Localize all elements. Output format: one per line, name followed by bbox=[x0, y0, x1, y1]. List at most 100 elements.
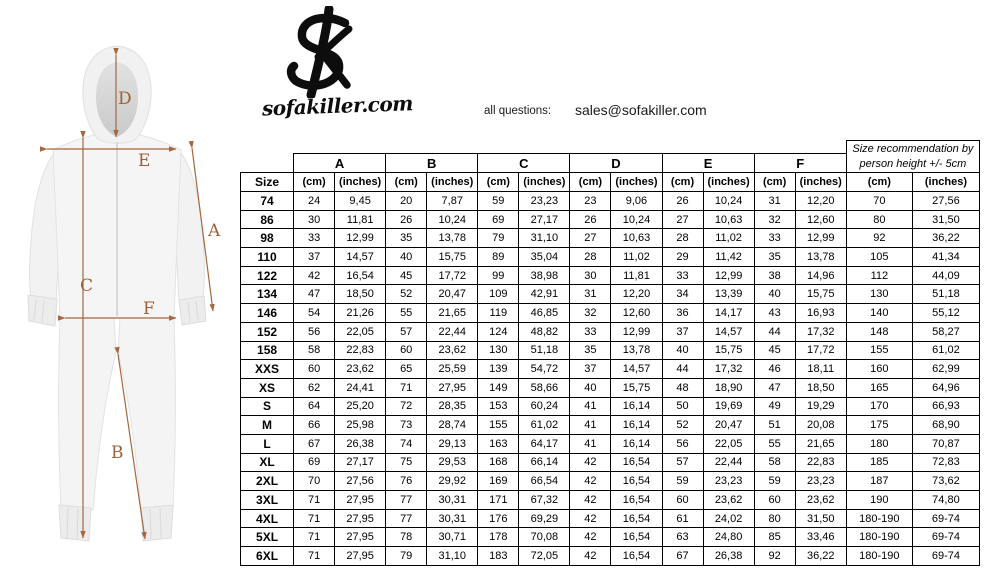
value-cell: 18,11 bbox=[794, 359, 847, 379]
contact-email-link[interactable]: sales@sofakiller.com bbox=[575, 102, 707, 118]
value-cell: 30,71 bbox=[426, 527, 479, 548]
measure-label-A: A bbox=[207, 221, 221, 241]
column-group-F: F bbox=[753, 153, 847, 173]
table-row: XS 62 24,41 71 27,95 149 58,66 40 15,75 48 18,90 47… bbox=[239, 377, 981, 398]
value-cell: 30 bbox=[293, 209, 336, 230]
value-cell: 23,62 bbox=[426, 340, 479, 361]
value-cell: 31 bbox=[569, 284, 612, 305]
table-row: L 67 26,38 74 29,13 163 64,17 41 16,14 56 22,05 55 2… bbox=[239, 433, 981, 454]
value-cell: 10,24 bbox=[610, 209, 663, 230]
value-cell: 176 bbox=[477, 508, 520, 529]
value-cell: 65 bbox=[385, 359, 428, 379]
value-cell: 24,41 bbox=[334, 377, 387, 398]
value-cell: 20,47 bbox=[426, 284, 479, 305]
value-cell: 12,99 bbox=[702, 265, 755, 286]
value-cell: 16,54 bbox=[610, 546, 663, 566]
value-cell: 69-74 bbox=[911, 508, 981, 529]
value-cell: 37 bbox=[661, 321, 704, 342]
value-cell: 17,72 bbox=[794, 340, 847, 361]
value-cell: 27,17 bbox=[334, 452, 387, 473]
value-cell: 60,24 bbox=[518, 396, 571, 417]
value-cell: 169 bbox=[477, 471, 520, 491]
value-cell: 54,72 bbox=[518, 359, 571, 379]
value-cell: 28,74 bbox=[426, 415, 479, 435]
unit-inches-header: (inches) bbox=[702, 172, 755, 192]
value-cell: 9,06 bbox=[610, 191, 663, 211]
value-cell: 85 bbox=[753, 527, 796, 548]
table-row: XL 69 27,17 75 29,53 168 66,14 42 16,54 57 22,44 58… bbox=[239, 452, 981, 473]
value-cell: 36,22 bbox=[794, 546, 847, 566]
value-cell: 27,95 bbox=[334, 490, 387, 510]
measure-label-F: F bbox=[143, 299, 155, 319]
value-cell: 11,81 bbox=[334, 209, 387, 230]
table-row: 134 47 18,50 52 20,47 109 42,91 31 12,20 34 13,39 4… bbox=[239, 284, 981, 305]
table-row: 5XL 71 27,95 78 30,71 178 70,08 42 16,54 63 24,80 8… bbox=[239, 527, 981, 548]
value-cell: 11,02 bbox=[610, 247, 663, 267]
value-cell: 22,44 bbox=[702, 452, 755, 473]
value-cell: 9,45 bbox=[334, 191, 387, 211]
value-cell: 21,65 bbox=[794, 433, 847, 454]
value-cell: 31,50 bbox=[794, 508, 847, 529]
value-cell: 66,93 bbox=[911, 396, 981, 417]
value-cell: 63 bbox=[661, 527, 704, 548]
value-cell: 72 bbox=[385, 396, 428, 417]
value-cell: 16,54 bbox=[610, 527, 663, 548]
value-cell: 55 bbox=[385, 303, 428, 323]
value-cell: 18,90 bbox=[702, 377, 755, 398]
value-cell: 29,92 bbox=[426, 471, 479, 491]
value-cell: 42,91 bbox=[518, 284, 571, 305]
value-cell: 32 bbox=[753, 209, 796, 230]
unit-inches-header: (inches) bbox=[911, 172, 981, 192]
value-cell: 163 bbox=[477, 433, 520, 454]
table-row: 6XL 71 27,95 79 31,10 183 72,05 42 16,54 67 26,38 9… bbox=[239, 546, 981, 566]
value-cell: 46,85 bbox=[518, 303, 571, 323]
value-cell: 26,38 bbox=[334, 433, 387, 454]
value-cell: 47 bbox=[293, 284, 336, 305]
measure-label-C: C bbox=[80, 276, 93, 296]
value-cell: 14,57 bbox=[702, 321, 755, 342]
value-cell: 59 bbox=[661, 471, 704, 491]
unit-inches-header: (inches) bbox=[426, 172, 479, 192]
value-cell: 52 bbox=[385, 284, 428, 305]
value-cell: 42 bbox=[569, 508, 612, 529]
value-cell: 149 bbox=[477, 377, 520, 398]
value-cell: 41 bbox=[569, 415, 612, 435]
value-cell: 18,50 bbox=[794, 377, 847, 398]
value-cell: 73,62 bbox=[911, 471, 981, 491]
value-cell: 178 bbox=[477, 527, 520, 548]
size-column-header: Size bbox=[239, 172, 295, 192]
value-cell: 33 bbox=[753, 228, 796, 249]
value-cell: 180-190 bbox=[845, 527, 913, 548]
suit-shape bbox=[27, 45, 207, 542]
size-cell: M bbox=[239, 415, 295, 435]
value-cell: 31,50 bbox=[911, 209, 981, 230]
value-cell: 42 bbox=[293, 265, 336, 286]
value-cell: 69 bbox=[477, 209, 520, 230]
value-cell: 89 bbox=[477, 247, 520, 267]
unit-inches-header: (inches) bbox=[518, 172, 571, 192]
value-cell: 180 bbox=[845, 433, 913, 454]
value-cell: 55 bbox=[753, 433, 796, 454]
value-cell: 74,80 bbox=[911, 490, 981, 510]
value-cell: 175 bbox=[845, 415, 913, 435]
table-row: 74 24 9,45 20 7,87 59 23,23 23 9,06 26 10,24 31 12,2… bbox=[239, 191, 981, 211]
value-cell: 23 bbox=[569, 191, 612, 211]
value-cell: 22,44 bbox=[426, 321, 479, 342]
size-cell: 158 bbox=[239, 340, 295, 361]
value-cell: 22,05 bbox=[334, 321, 387, 342]
value-cell: 71 bbox=[293, 527, 336, 548]
value-cell: 20 bbox=[385, 191, 428, 211]
value-cell: 23,23 bbox=[702, 471, 755, 491]
value-cell: 23,23 bbox=[794, 471, 847, 491]
value-cell: 51,18 bbox=[518, 340, 571, 361]
table-row: 122 42 16,54 45 17,72 99 38,98 30 11,81 33 12,99 38… bbox=[239, 265, 981, 286]
value-cell: 72,83 bbox=[911, 452, 981, 473]
value-cell: 11,81 bbox=[610, 265, 663, 286]
value-cell: 40 bbox=[569, 377, 612, 398]
value-cell: 71 bbox=[293, 508, 336, 529]
value-cell: 26,38 bbox=[702, 546, 755, 566]
value-cell: 17,32 bbox=[794, 321, 847, 342]
value-cell: 77 bbox=[385, 490, 428, 510]
value-cell: 29 bbox=[661, 247, 704, 267]
table-row: 98 33 12,99 35 13,78 79 31,10 27 10,63 28 11,02 33 1… bbox=[239, 228, 981, 249]
